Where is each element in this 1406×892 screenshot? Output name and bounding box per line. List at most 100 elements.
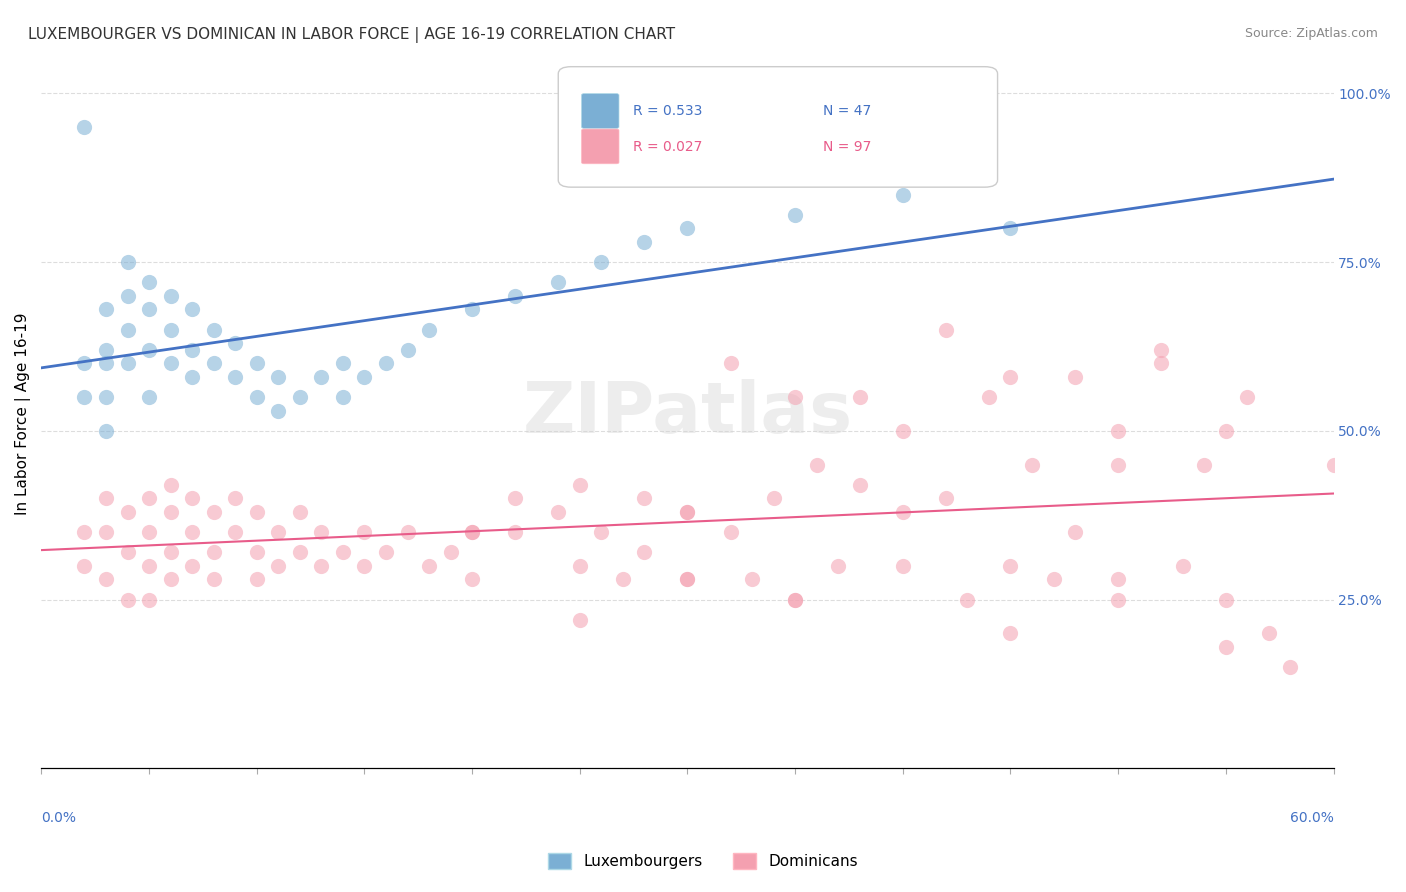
Point xyxy=(94,424,117,438)
Point xyxy=(288,505,311,519)
Point xyxy=(159,289,181,303)
Point xyxy=(461,524,484,539)
Point xyxy=(311,369,333,384)
Point xyxy=(633,491,655,506)
Point xyxy=(138,524,160,539)
Point xyxy=(439,545,461,559)
Point xyxy=(891,187,914,202)
Point xyxy=(1171,558,1194,573)
Point xyxy=(827,558,849,573)
Point xyxy=(676,572,699,586)
Text: N = 97: N = 97 xyxy=(823,140,872,153)
Text: 60.0%: 60.0% xyxy=(1289,811,1333,825)
Point xyxy=(138,491,160,506)
Point xyxy=(1021,458,1043,472)
Y-axis label: In Labor Force | Age 16-19: In Labor Force | Age 16-19 xyxy=(15,313,31,516)
Text: Source: ZipAtlas.com: Source: ZipAtlas.com xyxy=(1244,27,1378,40)
Point xyxy=(73,524,96,539)
Point xyxy=(848,477,870,491)
Point xyxy=(1064,524,1087,539)
Point xyxy=(246,356,269,370)
Point xyxy=(547,505,569,519)
Point xyxy=(353,558,375,573)
Point xyxy=(117,356,139,370)
Point xyxy=(1215,592,1237,607)
Text: 0.0%: 0.0% xyxy=(41,811,76,825)
Point xyxy=(1215,424,1237,438)
Point xyxy=(181,558,204,573)
Point xyxy=(159,477,181,491)
Point xyxy=(375,545,398,559)
Point xyxy=(246,545,269,559)
Point xyxy=(396,343,419,357)
Point xyxy=(568,613,591,627)
Point xyxy=(1107,572,1129,586)
Point xyxy=(159,356,181,370)
Point xyxy=(94,302,117,317)
Point xyxy=(1042,572,1064,586)
Point xyxy=(461,302,484,317)
Point xyxy=(461,524,484,539)
Point xyxy=(1000,369,1022,384)
Point xyxy=(138,276,160,290)
Text: LUXEMBOURGER VS DOMINICAN IN LABOR FORCE | AGE 16-19 CORRELATION CHART: LUXEMBOURGER VS DOMINICAN IN LABOR FORCE… xyxy=(28,27,675,43)
Point xyxy=(159,505,181,519)
Point xyxy=(117,322,139,336)
Point xyxy=(1236,390,1258,404)
Point xyxy=(353,369,375,384)
Point xyxy=(94,390,117,404)
Point xyxy=(267,558,290,573)
Point xyxy=(332,545,354,559)
Point xyxy=(202,322,225,336)
Point xyxy=(224,369,246,384)
Point xyxy=(94,524,117,539)
Point xyxy=(117,592,139,607)
Point xyxy=(1215,640,1237,654)
Point xyxy=(288,390,311,404)
Point xyxy=(591,524,613,539)
Point xyxy=(1322,458,1344,472)
Point xyxy=(503,289,526,303)
Point xyxy=(181,524,204,539)
Point xyxy=(461,572,484,586)
Point xyxy=(891,558,914,573)
Point xyxy=(935,491,957,506)
Point xyxy=(117,255,139,269)
Point xyxy=(977,390,1000,404)
Point xyxy=(591,255,613,269)
Point xyxy=(267,524,290,539)
Point xyxy=(848,390,870,404)
Point xyxy=(159,322,181,336)
Text: N = 47: N = 47 xyxy=(823,104,872,119)
Point xyxy=(311,558,333,573)
Point xyxy=(159,572,181,586)
Point xyxy=(568,477,591,491)
Text: R = 0.533: R = 0.533 xyxy=(633,104,703,119)
FancyBboxPatch shape xyxy=(558,67,998,187)
Point xyxy=(181,302,204,317)
Point xyxy=(181,369,204,384)
Point xyxy=(246,390,269,404)
Point xyxy=(94,491,117,506)
Point xyxy=(1000,558,1022,573)
Point xyxy=(202,356,225,370)
Point xyxy=(73,356,96,370)
Point xyxy=(288,545,311,559)
Point xyxy=(73,120,96,134)
Point xyxy=(267,403,290,417)
Point xyxy=(1150,343,1173,357)
FancyBboxPatch shape xyxy=(582,129,619,164)
Text: R = 0.027: R = 0.027 xyxy=(633,140,703,153)
Point xyxy=(94,572,117,586)
Point xyxy=(1000,626,1022,640)
Point xyxy=(224,524,246,539)
Point xyxy=(138,592,160,607)
Point xyxy=(720,524,742,539)
Point xyxy=(202,505,225,519)
Point xyxy=(138,302,160,317)
Point xyxy=(418,322,440,336)
Point xyxy=(806,458,828,472)
Point xyxy=(762,491,785,506)
Point xyxy=(785,592,807,607)
Point xyxy=(785,208,807,222)
